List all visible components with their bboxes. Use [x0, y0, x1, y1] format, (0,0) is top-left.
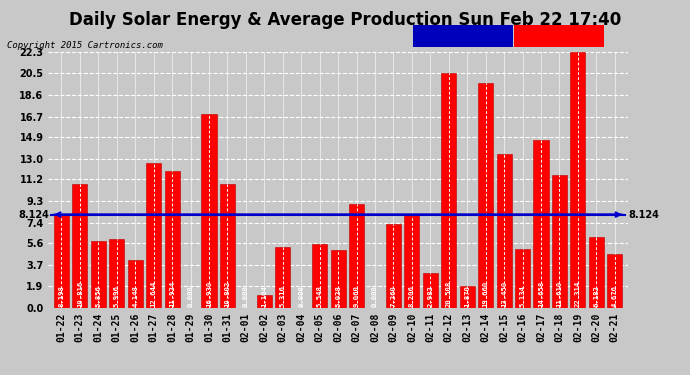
Bar [589, 237, 604, 308]
Text: 1.104: 1.104 [262, 285, 267, 307]
Text: 22.314: 22.314 [575, 280, 581, 307]
Text: 0.000: 0.000 [298, 285, 304, 307]
Text: 8.124: 8.124 [19, 210, 49, 220]
Text: 20.508: 20.508 [446, 280, 452, 307]
Bar [72, 184, 88, 308]
Text: 6.182: 6.182 [593, 285, 600, 307]
Bar [404, 214, 420, 308]
Text: 2.982: 2.982 [427, 285, 433, 307]
Text: 0.000: 0.000 [188, 285, 193, 307]
Text: 5.028: 5.028 [335, 285, 341, 307]
Bar [460, 286, 475, 308]
Text: Daily Solar Energy & Average Production Sun Feb 22 17:40: Daily Solar Energy & Average Production … [69, 11, 621, 29]
Bar [220, 184, 235, 308]
Text: 5.134: 5.134 [520, 285, 526, 307]
Text: 11.924: 11.924 [169, 280, 175, 307]
Text: 0.000: 0.000 [372, 285, 378, 307]
Bar [109, 239, 124, 308]
Bar [275, 247, 290, 308]
Text: 9.060: 9.060 [353, 285, 359, 307]
Text: 0.000: 0.000 [243, 285, 249, 307]
Text: 8.198: 8.198 [59, 285, 64, 307]
Text: 5.996: 5.996 [114, 285, 120, 307]
Text: 14.658: 14.658 [538, 280, 544, 307]
Bar [349, 204, 364, 308]
Text: 5.856: 5.856 [95, 285, 101, 307]
Text: 4.676: 4.676 [612, 285, 618, 307]
Bar [312, 244, 327, 308]
Text: 8.206: 8.206 [409, 285, 415, 307]
Text: 19.660: 19.660 [483, 280, 489, 307]
Bar [146, 163, 161, 308]
Text: 5.316: 5.316 [279, 285, 286, 307]
Text: 11.610: 11.610 [556, 280, 562, 307]
Bar [607, 254, 622, 308]
Bar [423, 273, 438, 308]
Text: 16.930: 16.930 [206, 280, 212, 307]
Bar [497, 154, 512, 308]
Bar [552, 175, 567, 308]
Bar [90, 240, 106, 308]
Text: Average  (kWh): Average (kWh) [425, 32, 500, 40]
Text: Copyright 2015 Cartronics.com: Copyright 2015 Cartronics.com [7, 41, 163, 50]
Text: 1.870: 1.870 [464, 285, 470, 307]
Bar [128, 260, 143, 308]
Text: 10.816: 10.816 [77, 280, 83, 307]
Bar [478, 83, 493, 308]
Text: 12.644: 12.644 [150, 280, 157, 307]
Bar [164, 171, 179, 308]
Text: Daily  (kWh): Daily (kWh) [526, 32, 591, 40]
Bar [331, 250, 346, 307]
Bar [201, 114, 217, 308]
Bar [54, 214, 69, 308]
Text: 10.802: 10.802 [224, 280, 230, 307]
Text: 4.148: 4.148 [132, 285, 138, 307]
Bar [571, 53, 586, 308]
Bar [533, 140, 549, 308]
Bar [386, 225, 401, 308]
Text: 13.450: 13.450 [501, 280, 507, 307]
Text: 7.260: 7.260 [391, 285, 397, 307]
Bar [257, 295, 272, 307]
Bar [441, 73, 456, 308]
Bar [515, 249, 530, 308]
Text: 5.548: 5.548 [317, 285, 323, 307]
Text: 8.124: 8.124 [628, 210, 659, 220]
